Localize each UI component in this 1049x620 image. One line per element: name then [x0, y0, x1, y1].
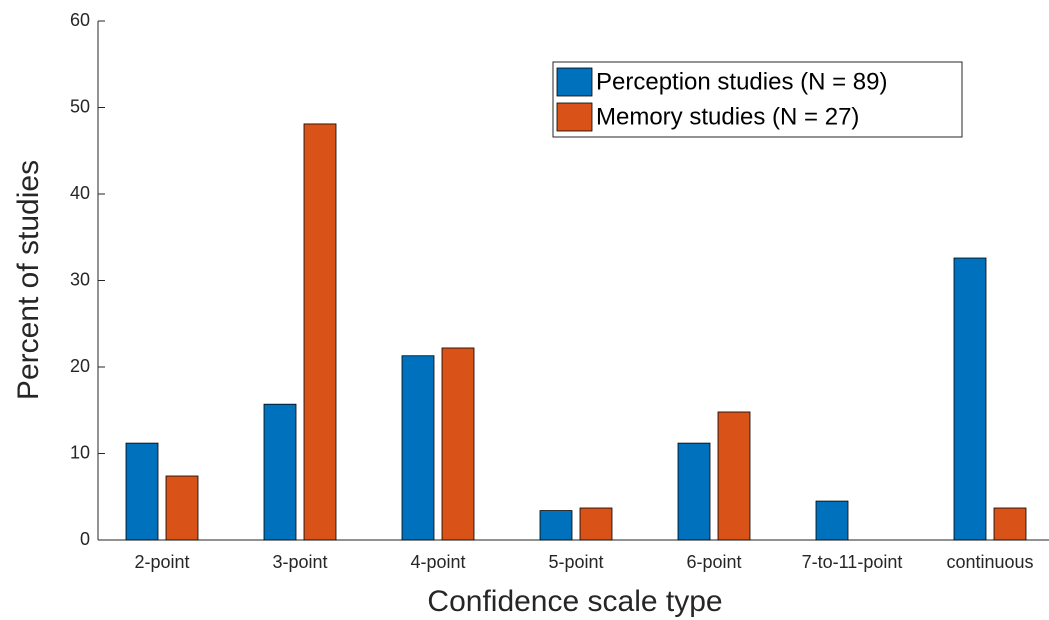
y-tick-label: 30 [70, 269, 90, 289]
bar [165, 475, 199, 541]
bar [993, 507, 1027, 541]
legend-label: Memory studies (N = 27) [596, 103, 859, 130]
bar [441, 347, 475, 541]
legend-swatch [556, 102, 593, 132]
bar [677, 442, 711, 541]
x-tick-label: 3-point [272, 552, 327, 572]
x-tick-label: 7-to-11-point [802, 552, 903, 572]
x-axis-label: Confidence scale type [427, 585, 722, 618]
y-axis-label: Percent of studies [12, 160, 45, 400]
y-tick-label: 20 [70, 356, 90, 376]
legend-label: Perception studies (N = 89) [596, 68, 887, 95]
x-tick-label: 6-point [686, 552, 741, 572]
bar [539, 510, 573, 541]
x-tick-label: continuous [946, 552, 1033, 572]
y-tick-label: 50 [70, 96, 90, 116]
bar [303, 123, 337, 541]
bar [125, 442, 159, 541]
x-tick-label: 4-point [410, 552, 465, 572]
bar [579, 507, 613, 541]
y-tick-label: 10 [70, 442, 90, 462]
x-tick-label: 5-point [548, 552, 603, 572]
bar [717, 411, 751, 541]
y-tick-label: 60 [70, 10, 90, 30]
x-tick-label: 2-point [134, 552, 189, 572]
bar [263, 403, 297, 541]
y-tick-label: 0 [80, 529, 90, 549]
legend-box [552, 61, 963, 138]
legend-swatch [556, 67, 593, 97]
bar [953, 257, 987, 541]
bar [815, 500, 849, 541]
bar [401, 355, 435, 541]
y-tick-label: 40 [70, 183, 90, 203]
legend: Perception studies (N = 89) Memory studie… [552, 61, 963, 138]
